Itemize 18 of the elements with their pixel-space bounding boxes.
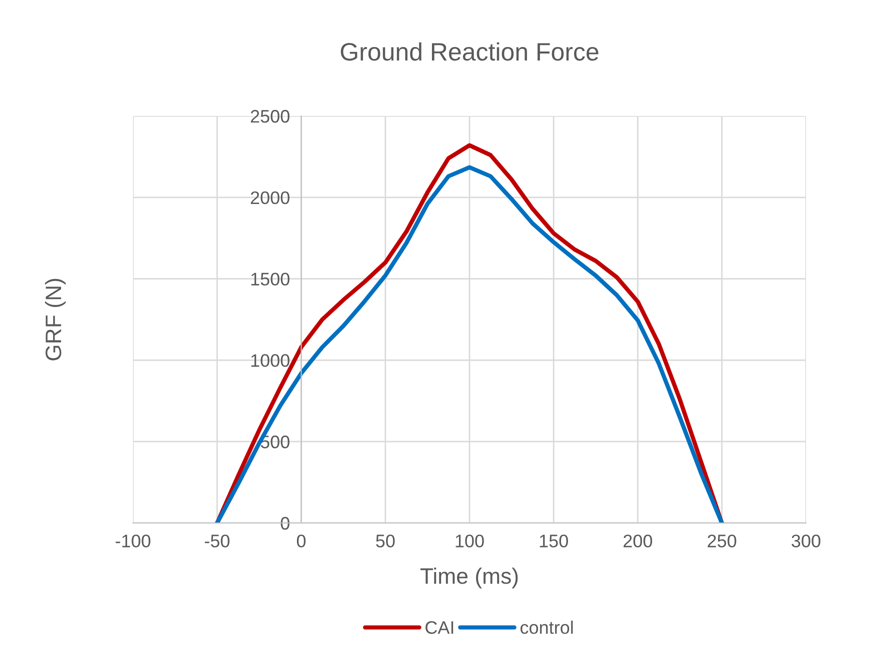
- y-tick-label: 1500: [251, 272, 290, 286]
- x-axis-title: Time (ms): [420, 568, 518, 588]
- x-tick-label: 50: [376, 534, 395, 548]
- y-tick-label: 1000: [251, 354, 290, 367]
- legend-label: control: [520, 620, 573, 634]
- x-tick-label: 250: [708, 534, 736, 548]
- y-axis-title: GRF (N): [44, 278, 66, 360]
- x-tick-label: 100: [456, 534, 484, 548]
- x-tick-label: 300: [792, 534, 820, 548]
- x-tick-label: 200: [624, 534, 652, 548]
- y-tick-label: 2500: [250, 110, 290, 123]
- x-tick-label: -100: [116, 534, 150, 548]
- chart-title: Ground Reaction Force: [340, 42, 598, 61]
- y-tick-label: 2000: [250, 191, 290, 204]
- x-tick-label: 0: [296, 534, 306, 548]
- x-tick-label: 150: [540, 534, 568, 548]
- legend-label: CAI: [426, 621, 454, 634]
- x-tick-label: -50: [204, 534, 230, 548]
